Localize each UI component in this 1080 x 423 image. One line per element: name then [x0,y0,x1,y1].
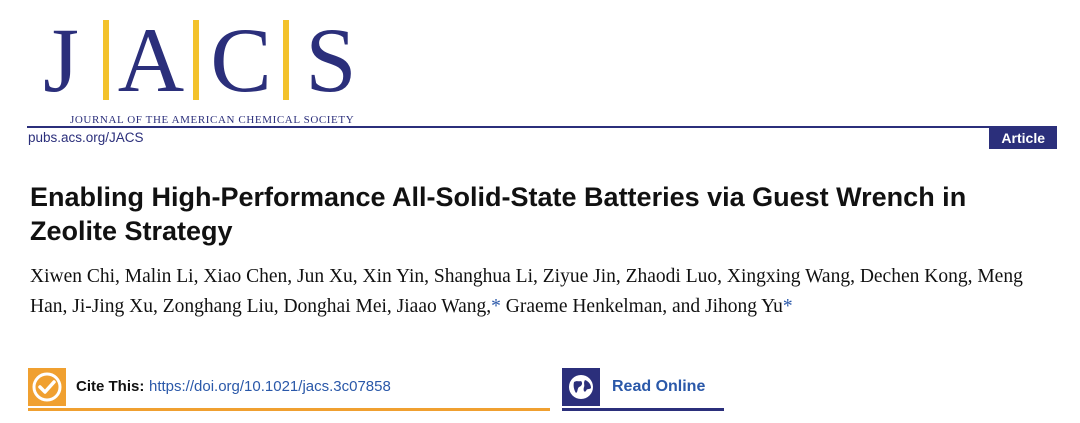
logo-letter-c: C [210,9,272,111]
cite-this-bar: Cite This: https://doi.org/10.1021/jacs.… [28,368,550,412]
paper-title: Enabling High-Performance All-Solid-Stat… [30,182,967,246]
header-rule [27,126,1057,128]
logo-divider [193,20,199,100]
check-icon [28,368,66,406]
authors-text: Graeme Henkelman, and Jihong Yu [500,296,783,317]
logo-letter-s: S [305,9,357,111]
globe-icon [562,368,600,406]
article-type-badge: Article [989,128,1057,149]
logo-subtitle: JOURNAL OF THE AMERICAN CHEMICAL SOCIETY [70,114,355,126]
corresponding-author-star[interactable]: * [491,296,501,317]
cite-this-label: Cite This: [76,378,145,395]
pubs-link[interactable]: pubs.acs.org/JACS [28,130,144,145]
cite-underline [28,408,550,411]
logo-divider [103,20,109,100]
doi-link[interactable]: https://doi.org/10.1021/jacs.3c07858 [149,378,391,395]
corresponding-author-star[interactable]: * [782,296,793,317]
logo-letter-a: A [117,9,185,111]
logo-divider [283,20,289,100]
authors-text: Xiwen Chi, Malin Li, Xiao Chen, Jun Xu, … [30,266,1023,317]
read-online-button[interactable]: Read Online [562,368,724,412]
logo-letter-j: J [43,9,79,111]
author-list: Xiwen Chi, Malin Li, Xiao Chen, Jun Xu, … [30,262,1060,322]
journal-logo: J A C S JOURNAL OF THE AMERICAN CHEMICAL… [26,9,366,126]
read-online-label[interactable]: Read Online [612,378,706,395]
read-underline [562,408,724,411]
